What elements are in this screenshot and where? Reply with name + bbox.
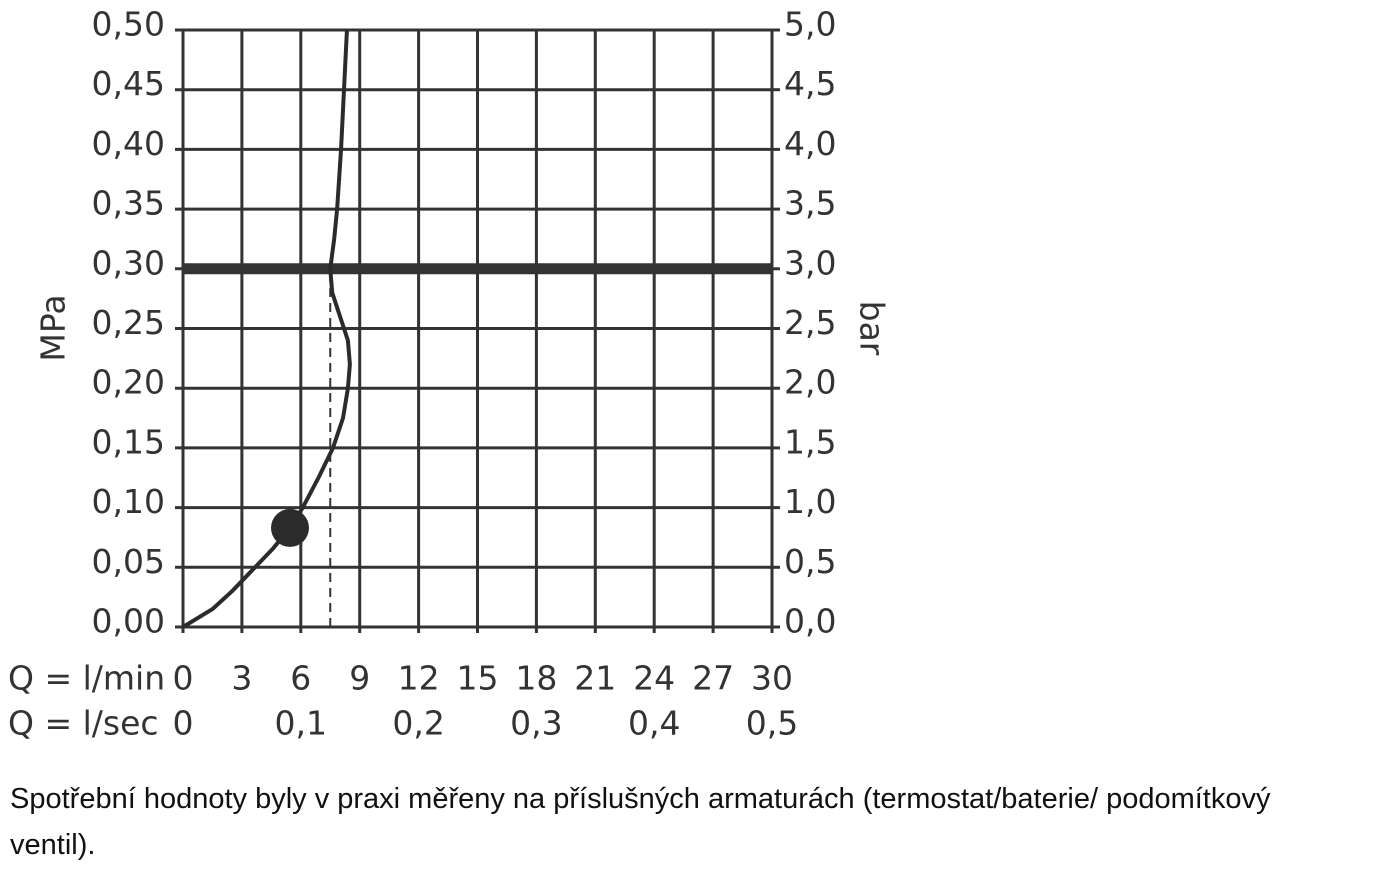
y-tick-label: 0,00 [92, 602, 165, 641]
y2-tick-label: 1,0 [784, 482, 836, 521]
y-axis-label: MPa [34, 294, 73, 361]
footnote: Spotřební hodnoty byly v praxi měřeny na… [10, 783, 1271, 861]
x-tick-label: 6 [290, 659, 311, 698]
y-tick-label: 0,30 [92, 243, 165, 282]
y-tick-label: 0,05 [92, 542, 165, 581]
y2-tick-label: 4,5 [784, 64, 836, 103]
y-tick-label: 0,35 [92, 184, 165, 223]
y2-tick-label: 0,0 [784, 602, 836, 641]
x-tick-label: 24 [633, 659, 675, 698]
x2-tick-label: 0,1 [275, 704, 327, 743]
y-tick-label: 0,10 [92, 482, 165, 521]
y2-tick-label: 2,5 [784, 303, 836, 342]
y-tick-label: 0,50 [92, 5, 165, 44]
y2-axis-label: bar [853, 301, 892, 356]
y-tick-label: 0,15 [92, 422, 165, 461]
x2-tick-label: 0 [173, 704, 194, 743]
y-tick-label: 0,45 [92, 64, 165, 103]
x2-tick-label: 0,2 [392, 704, 444, 743]
x2-tick-label: 0,4 [628, 704, 680, 743]
y2-tick-label: 1,5 [784, 422, 836, 461]
y2-tick-label: 5,0 [784, 5, 836, 44]
x-tick-label: 12 [398, 659, 440, 698]
highlight-point [271, 508, 310, 547]
x-tick-label: 18 [515, 659, 557, 698]
y2-tick-label: 3,5 [784, 184, 836, 223]
x2-tick-label: 0,5 [746, 704, 798, 743]
x-tick-label: 21 [574, 659, 616, 698]
y-tick-label: 0,25 [92, 303, 165, 342]
x-axis-label: Q = l/min [8, 659, 165, 698]
x2-tick-label: 0,3 [510, 704, 562, 743]
y2-tick-label: 2,0 [784, 363, 836, 402]
x-tick-label: 9 [349, 659, 370, 698]
x-tick-label: 15 [457, 659, 499, 698]
flow-curve [181, 29, 352, 629]
x2-axis-label: Q = l/sec [8, 704, 159, 743]
y-tick-label: 0,20 [92, 363, 165, 402]
x-tick-label: 30 [751, 659, 793, 698]
x-tick-label: 0 [173, 659, 194, 698]
y2-tick-label: 0,5 [784, 542, 836, 581]
y2-tick-label: 3,0 [784, 243, 836, 282]
x-tick-label: 3 [231, 659, 252, 698]
y2-tick-label: 4,0 [784, 124, 836, 163]
x-tick-label: 27 [692, 659, 734, 698]
chart: MPa bar Q = l/min Q = l/sec 0 3 6 9 12 15 18 21… [8, 5, 892, 743]
y-tick-label: 0,40 [92, 124, 165, 163]
